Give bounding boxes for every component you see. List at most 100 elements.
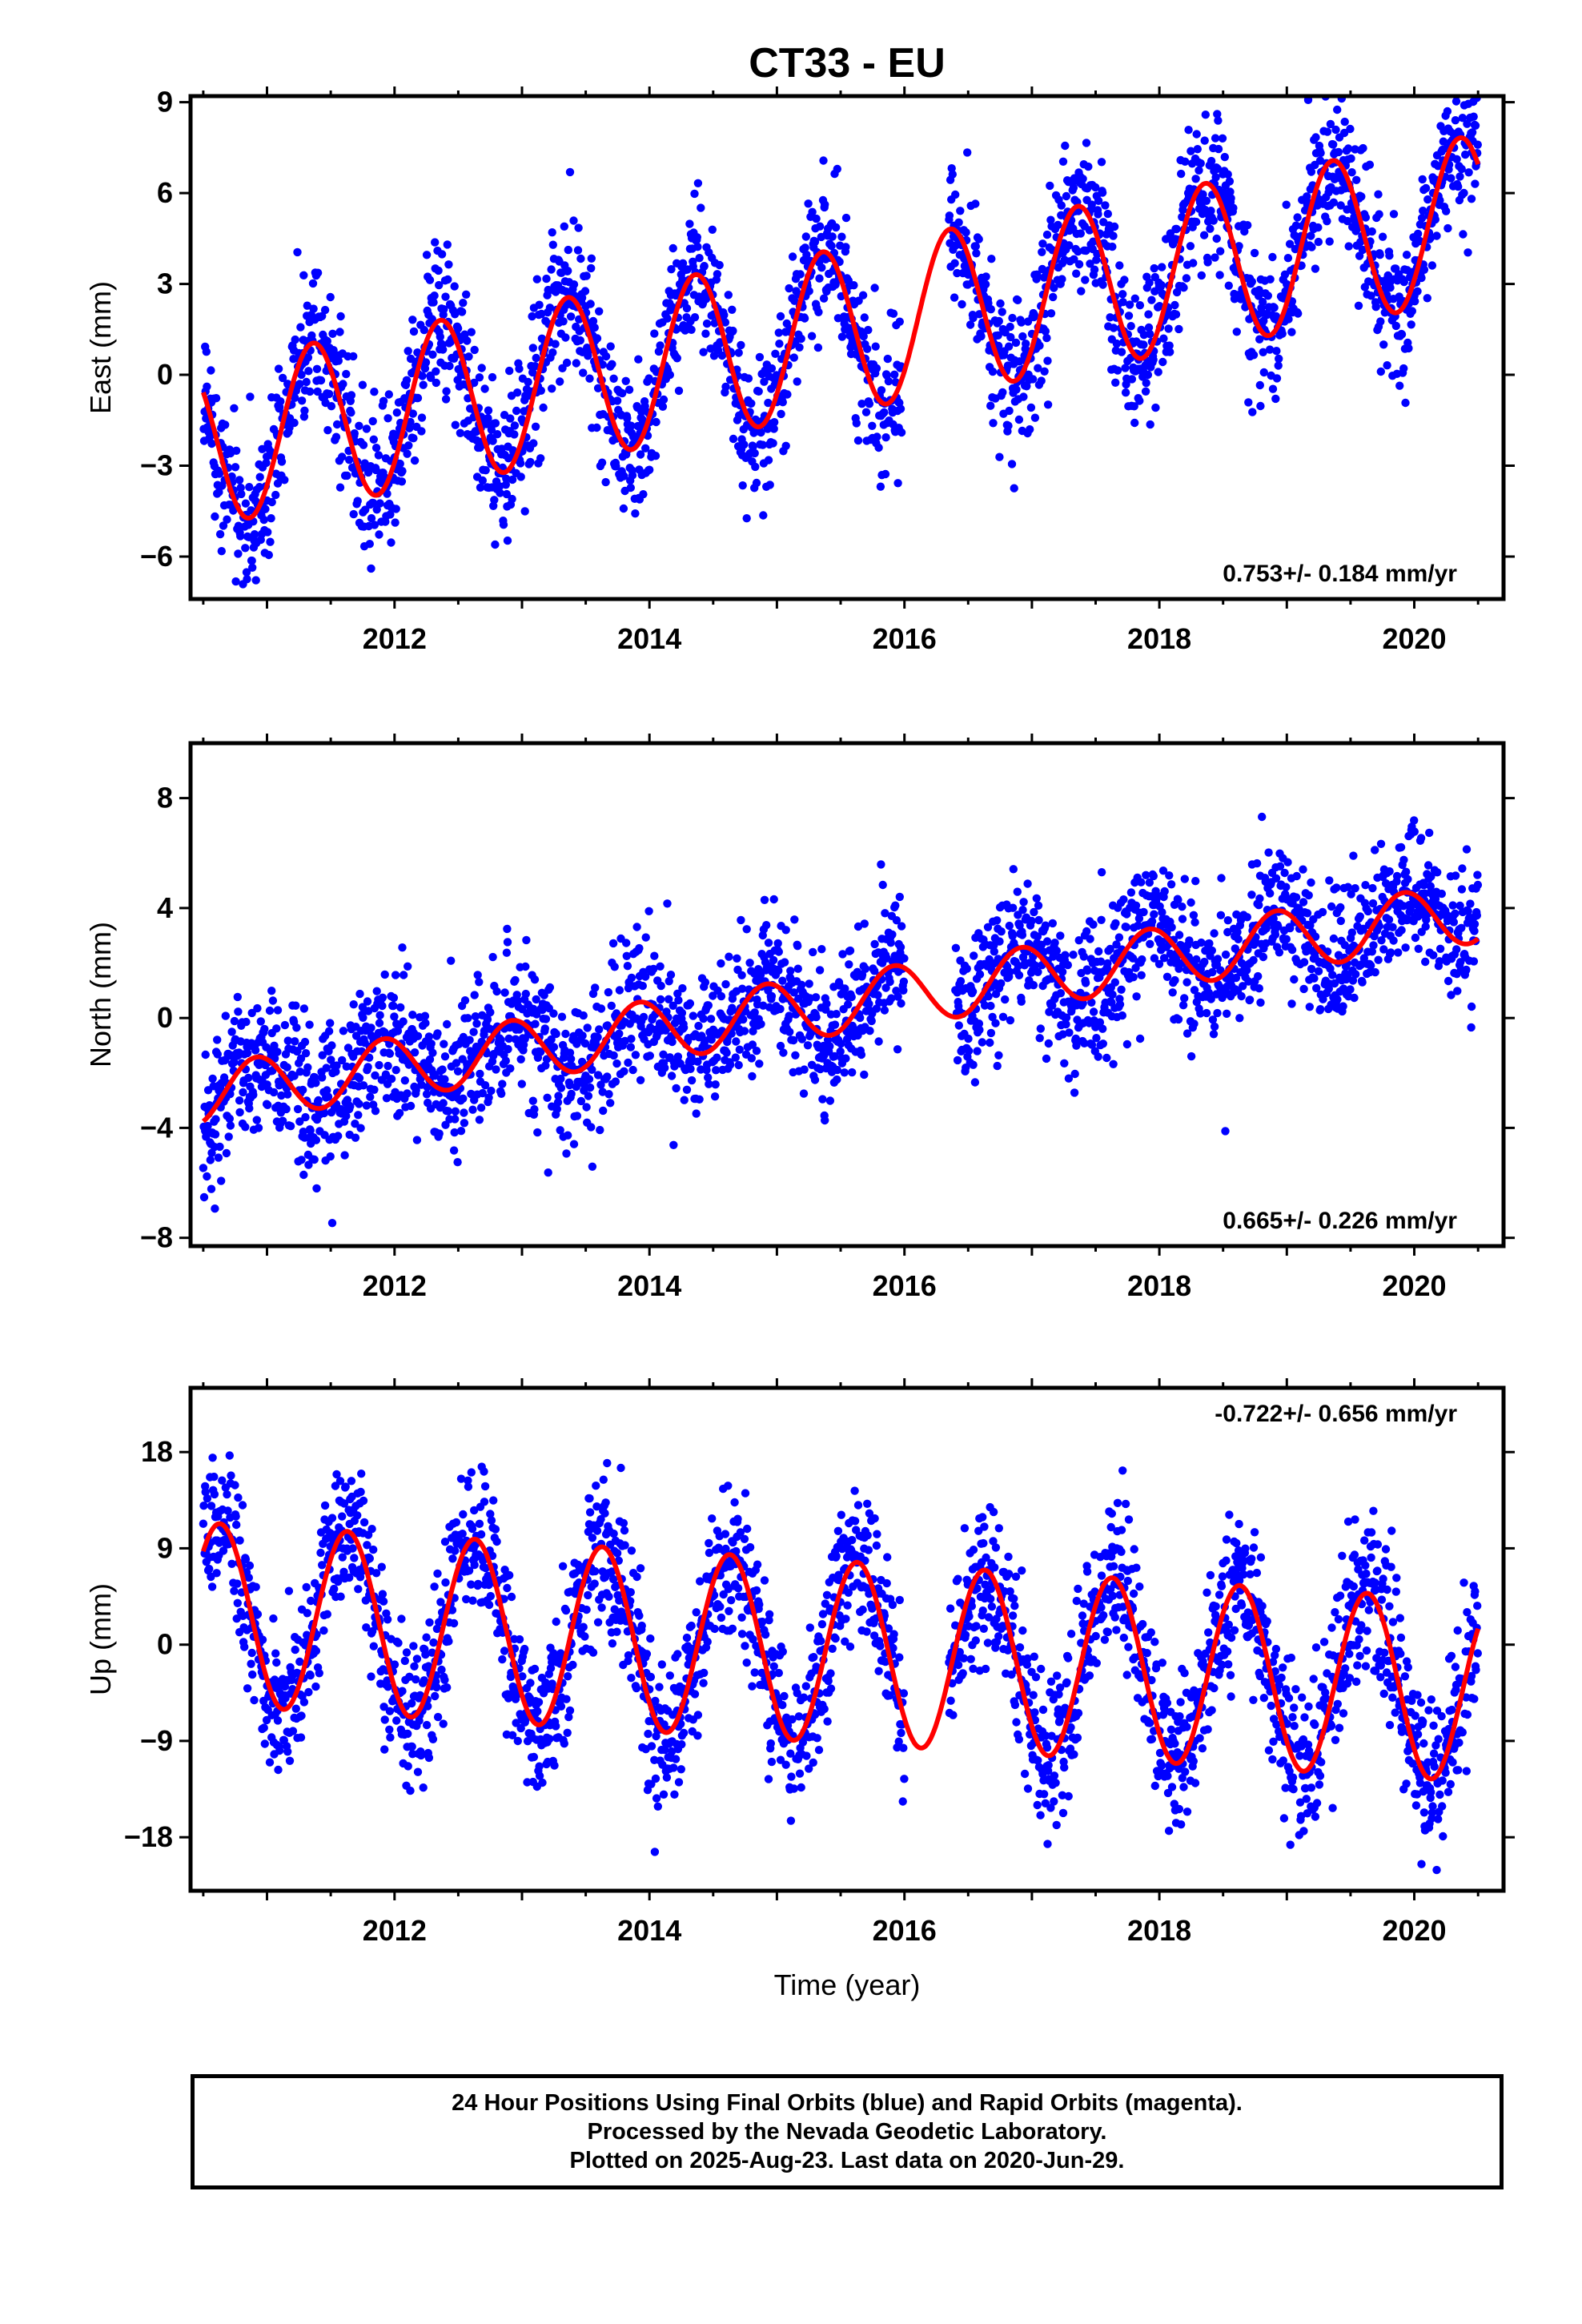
- data-point: [1463, 119, 1472, 128]
- data-point: [812, 1012, 821, 1022]
- data-point: [755, 352, 765, 362]
- data-point: [576, 1096, 586, 1106]
- data-point: [1004, 421, 1013, 430]
- data-point: [205, 1101, 214, 1110]
- data-point: [1468, 128, 1477, 137]
- data-point: [1303, 192, 1311, 201]
- data-point: [543, 1093, 552, 1103]
- data-point: [692, 1109, 701, 1118]
- data-point: [272, 1024, 281, 1033]
- data-point: [1243, 913, 1252, 922]
- data-point: [1402, 867, 1411, 876]
- data-point: [795, 343, 804, 352]
- data-point: [1097, 868, 1106, 877]
- data-point: [1113, 366, 1122, 375]
- data-point: [1314, 223, 1323, 232]
- data-point: [1407, 320, 1415, 329]
- data-point: [767, 991, 777, 1001]
- data-point: [542, 274, 551, 283]
- data-point: [413, 1031, 423, 1041]
- data-point: [1038, 247, 1046, 256]
- data-point: [1271, 394, 1280, 404]
- data-point: [503, 536, 512, 545]
- data-point: [990, 947, 999, 956]
- data-point: [1086, 259, 1094, 268]
- data-point: [1069, 951, 1078, 959]
- data-point: [1150, 910, 1158, 919]
- data-point: [1423, 195, 1432, 204]
- data-point: [439, 1099, 448, 1108]
- data-point: [639, 1012, 648, 1022]
- data-point: [396, 1003, 405, 1012]
- data-point: [246, 601, 254, 609]
- data-point: [993, 916, 1002, 925]
- data-point: [1376, 367, 1386, 376]
- data-point: [375, 1019, 384, 1027]
- data-point: [263, 1100, 272, 1110]
- data-point: [241, 1123, 250, 1132]
- data-point: [1117, 985, 1126, 995]
- data-point: [1225, 177, 1235, 186]
- data-point: [301, 1112, 310, 1122]
- data-point: [861, 964, 870, 974]
- data-point: [994, 331, 1002, 340]
- data-point: [1270, 304, 1279, 312]
- data-point: [1284, 315, 1293, 324]
- data-point: [748, 1072, 757, 1081]
- data-point: [701, 295, 711, 304]
- data-point: [1213, 164, 1223, 173]
- data-point: [335, 483, 345, 492]
- data-point: [429, 298, 438, 307]
- data-point: [650, 951, 659, 960]
- data-point: [451, 1115, 460, 1124]
- data-point: [986, 305, 996, 314]
- data-point: [884, 376, 893, 386]
- data-point: [536, 386, 545, 395]
- data-point: [459, 299, 468, 308]
- data-point: [1072, 1041, 1081, 1050]
- data-point: [1130, 294, 1140, 303]
- data-point: [255, 472, 264, 481]
- data-point: [1339, 128, 1349, 138]
- data-point: [342, 1112, 351, 1120]
- data-point: [1174, 1015, 1183, 1024]
- data-point: [656, 341, 665, 350]
- data-point: [382, 1094, 391, 1103]
- data-point: [744, 374, 753, 383]
- data-point: [1271, 930, 1280, 939]
- data-point: [476, 483, 485, 492]
- data-point: [1098, 188, 1107, 197]
- data-point: [576, 336, 584, 345]
- data-point: [350, 429, 359, 438]
- data-point: [899, 986, 908, 995]
- data-point: [1396, 842, 1406, 852]
- data-point: [297, 396, 307, 405]
- data-point: [622, 951, 631, 961]
- data-point: [301, 1049, 311, 1058]
- data-point: [469, 1027, 478, 1036]
- data-point: [1367, 227, 1376, 236]
- data-point: [1435, 196, 1444, 205]
- data-point: [1226, 187, 1235, 196]
- data-point: [1106, 313, 1114, 322]
- data-point: [740, 440, 749, 449]
- data-point: [326, 1019, 335, 1027]
- data-point: [560, 222, 568, 231]
- data-point: [1283, 858, 1292, 866]
- data-point: [860, 1070, 869, 1080]
- data-point: [548, 348, 557, 357]
- data-point: [674, 386, 684, 396]
- data-point: [226, 1121, 235, 1130]
- data-point: [897, 999, 905, 1008]
- data-point: [1235, 1014, 1244, 1023]
- data-point: [685, 219, 694, 228]
- data-point: [291, 393, 299, 402]
- data-point: [453, 1067, 463, 1076]
- data-point: [1239, 982, 1247, 991]
- data-point: [225, 1114, 234, 1124]
- data-point: [788, 252, 797, 261]
- data-point: [536, 454, 545, 463]
- data-point: [258, 444, 267, 453]
- data-point: [481, 466, 490, 475]
- data-point: [833, 1075, 841, 1084]
